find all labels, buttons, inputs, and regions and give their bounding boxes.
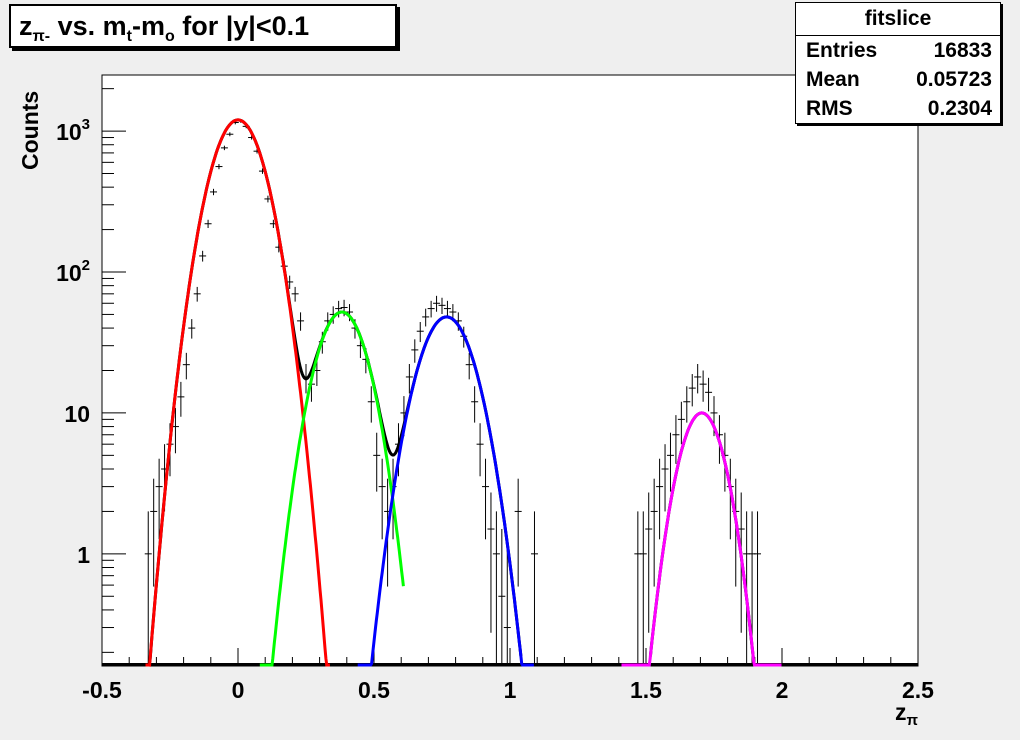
stats-value: 16833 [933, 39, 992, 62]
x-tick-label: 1.5 [630, 677, 662, 703]
stats-label: Mean [806, 68, 860, 91]
x-tick-label: 0.5 [358, 677, 390, 703]
x-tick-label: 0 [232, 677, 245, 703]
stats-row-entries: Entries 16833 [796, 36, 1000, 65]
fit-layer [145, 118, 782, 667]
x-tick-label: 2.5 [902, 677, 934, 703]
stats-value: 0.05723 [916, 68, 992, 91]
y-axis-label: Counts [17, 90, 43, 170]
fit-curve-3 [357, 315, 534, 667]
stats-value: 0.2304 [927, 97, 992, 120]
x-tick-label: 2 [776, 677, 789, 703]
y-tick-label: 10 [64, 401, 90, 427]
fit-curve-2 [259, 310, 405, 667]
fit-curve-1 [145, 118, 330, 667]
stats-row-rms: RMS 0.2304 [796, 94, 1000, 123]
stats-row-mean: Mean 0.05723 [796, 65, 1000, 94]
y-tick-label: 1 [77, 542, 90, 568]
tick-labels: -0.5 0 0.5 1 1.5 2 2.5 1 10 102 103 [56, 116, 934, 703]
x-tick-label: 1 [504, 677, 517, 703]
y-tick-label: 103 [56, 116, 90, 145]
stats-box: fitslice Entries 16833 Mean 0.05723 RMS … [795, 2, 1001, 124]
stats-label: Entries [806, 39, 878, 62]
stats-label: RMS [806, 97, 853, 120]
y-tick-label: 102 [56, 257, 90, 286]
stats-title: fitslice [796, 3, 1000, 36]
plot-frame [101, 74, 919, 667]
fit-curve-4 [621, 411, 782, 667]
x-axis-label: zπ [895, 699, 918, 729]
x-tick-label: -0.5 [82, 677, 122, 703]
chart-title: zπ- vs. mt-mo for |y|<0.1 [9, 4, 397, 48]
